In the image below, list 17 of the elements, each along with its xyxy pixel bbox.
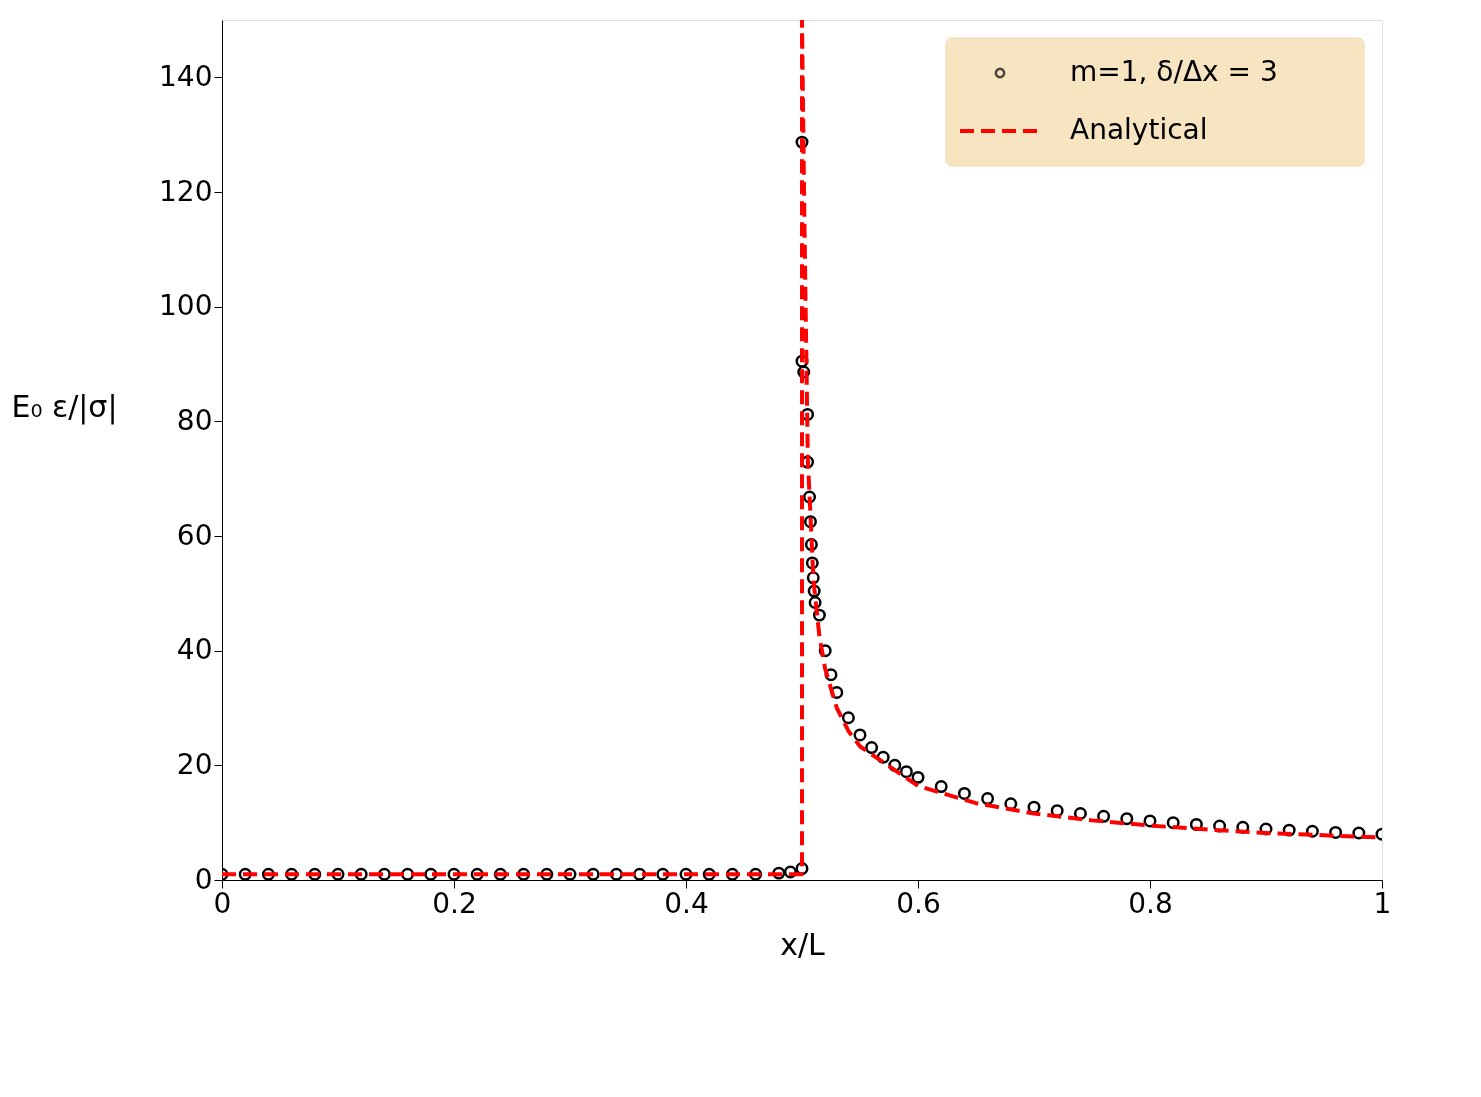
y-tick-label: 80 [176,403,213,437]
x-tick-label: 0.4 [664,886,709,920]
legend-label: Analytical [1070,113,1208,146]
y-tick-label: 100 [159,289,213,323]
legend-label: m=1, δ/Δx = 3 [1070,55,1278,88]
y-tick-label: 20 [176,747,213,781]
y-tick-label: 40 [176,633,213,667]
x-tick-label: 0.2 [432,886,477,920]
x-axis-title: x/L [780,926,826,962]
y-tick-label: 120 [159,174,213,208]
x-tick-label: 0.6 [896,886,941,920]
x-tick-label: 0.8 [1128,886,1173,920]
y-axis-title: E₀ ε/|σ| [11,388,118,425]
y-tick-label: 0 [194,862,213,896]
x-tick-label: 1 [1373,886,1392,920]
y-tick-label: 140 [159,59,213,93]
y-tick-label: 60 [176,518,213,552]
